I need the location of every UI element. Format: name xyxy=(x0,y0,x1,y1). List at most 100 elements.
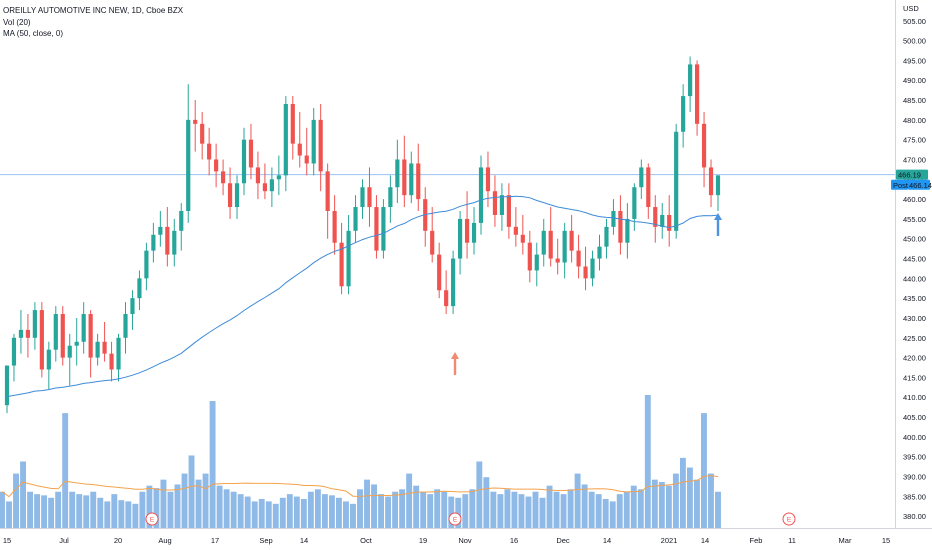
volume-ma-line xyxy=(1,475,719,498)
candles-layer xyxy=(4,56,721,414)
arrow-up-icon xyxy=(714,213,722,236)
volume-bar xyxy=(153,488,160,528)
candle-body xyxy=(444,290,449,307)
candle-body xyxy=(464,218,470,243)
candle-body xyxy=(548,230,553,259)
volume-bar xyxy=(34,494,41,528)
volume-bar xyxy=(258,498,265,528)
candle-body xyxy=(653,207,658,227)
candle-body xyxy=(681,96,686,132)
time-tick-label: 17 xyxy=(211,536,219,545)
earnings-marker: E xyxy=(448,512,462,526)
time-axis[interactable]: 15 Jul 20 Aug 17 Sep 14 Oct 19 Nov 16 Dec 14 2021 14 Fe… xyxy=(3,536,890,545)
volume-bar xyxy=(385,496,392,528)
volume-bar xyxy=(637,489,644,528)
candle-body xyxy=(611,211,616,227)
candle-body xyxy=(639,167,644,188)
candle-body xyxy=(18,329,24,338)
time-tick-label: Aug xyxy=(158,536,171,545)
candle-body xyxy=(646,167,651,208)
candle-body xyxy=(74,341,79,346)
candle-body xyxy=(471,222,477,243)
ma-legend[interactable]: MA (50, close, 0) xyxy=(3,29,64,38)
volume-bar xyxy=(511,491,518,528)
volume-bar xyxy=(48,497,55,528)
volume-bar xyxy=(378,494,385,528)
volume-bar xyxy=(581,484,588,528)
candle-body xyxy=(207,143,212,160)
volume-bar xyxy=(539,497,546,528)
volume-bar xyxy=(83,495,90,528)
volume-bar xyxy=(237,494,244,528)
price-tick-label: 450.00 xyxy=(903,235,926,244)
candle-body xyxy=(325,171,330,212)
earnings-icon xyxy=(448,512,462,526)
price-tick-label: 490.00 xyxy=(903,76,926,85)
volume-bar xyxy=(427,494,434,528)
price-tick-label: 440.00 xyxy=(903,274,926,283)
time-tick-label: Oct xyxy=(360,536,373,545)
volume-bar xyxy=(434,489,441,528)
candle-body xyxy=(151,234,156,251)
candle-body xyxy=(478,167,484,223)
candle-body xyxy=(513,226,518,235)
volume-bar xyxy=(532,491,539,528)
candle-body xyxy=(255,167,261,184)
volume-bar xyxy=(546,485,553,528)
volume-bar xyxy=(672,473,679,528)
candle-body xyxy=(562,230,567,263)
candle-body xyxy=(388,187,393,208)
price-tick-label: 380.00 xyxy=(903,512,926,521)
time-tick-label: Jul xyxy=(59,536,69,545)
volume-bar xyxy=(76,494,83,528)
chart-title: OREILLY AUTOMOTIVE INC NEW, 1D, Cboe BZX xyxy=(3,6,184,15)
candle-body xyxy=(60,314,65,358)
volume-bar xyxy=(469,489,476,528)
candle-body xyxy=(193,119,198,124)
volume-bar xyxy=(279,497,286,528)
time-tick-label: 14 xyxy=(701,536,709,545)
price-tick-label: 475.00 xyxy=(903,136,926,145)
volume-bar xyxy=(132,503,139,528)
earnings-icon xyxy=(145,512,159,526)
volume-bar xyxy=(300,498,307,528)
volume-bar xyxy=(602,498,609,528)
volume-bar xyxy=(328,495,335,528)
volume-bar xyxy=(230,491,237,528)
volume-bar xyxy=(476,461,483,528)
volume-bar xyxy=(518,494,525,528)
volume-bar xyxy=(97,497,104,528)
candle-body xyxy=(520,234,525,243)
volume-bar xyxy=(90,491,97,528)
currency-label: USD xyxy=(903,4,919,13)
earnings-label: E xyxy=(787,517,792,524)
volume-legend[interactable]: Vol (20) xyxy=(3,18,31,27)
candle-body xyxy=(527,242,532,271)
volume-bar xyxy=(371,484,377,528)
volume-bar xyxy=(343,501,349,528)
volume-bar xyxy=(588,491,595,528)
candle-body xyxy=(234,183,240,208)
candle-body xyxy=(367,187,372,208)
candle-body xyxy=(667,214,672,231)
volume-bar xyxy=(335,497,342,528)
price-tick-label: 410.00 xyxy=(903,393,926,402)
time-tick-label: 20 xyxy=(114,536,122,545)
candle-body xyxy=(583,266,588,279)
volume-bar xyxy=(265,501,272,528)
candle-body xyxy=(304,155,309,164)
candle-body xyxy=(590,258,595,279)
candle-body xyxy=(269,179,274,192)
volume-bar xyxy=(125,501,132,528)
ma-50-line xyxy=(6,195,719,398)
candle-body xyxy=(95,341,100,358)
price-axis[interactable]: 380.00 385.00 390.00 395.00 400.00 405.00 410.… xyxy=(903,17,926,521)
volume-bar xyxy=(307,491,314,528)
candle-body xyxy=(102,341,107,354)
candle-body xyxy=(395,159,400,188)
candle-body xyxy=(200,123,205,144)
volume-bar xyxy=(0,491,5,528)
volume-bar xyxy=(560,494,567,528)
volume-ma-layer xyxy=(1,475,719,498)
